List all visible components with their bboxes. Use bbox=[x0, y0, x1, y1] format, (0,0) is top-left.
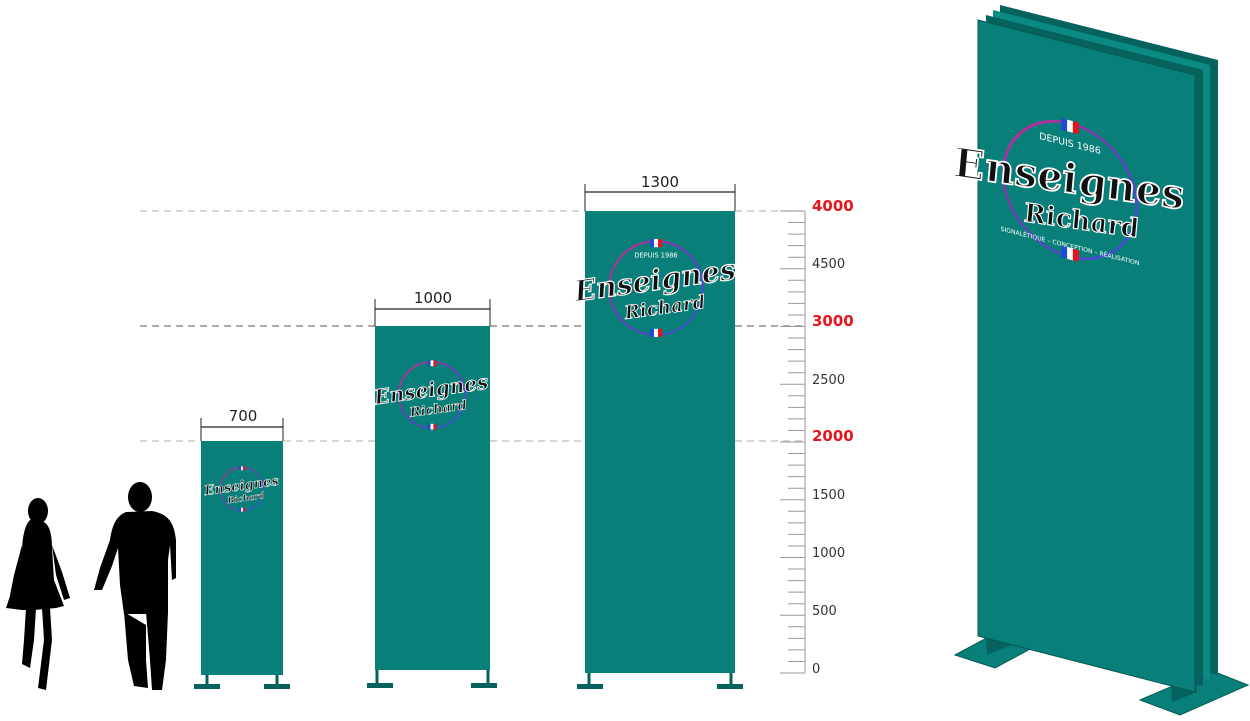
scale-label-3000: 3000 bbox=[812, 312, 854, 330]
man-silhouette bbox=[94, 482, 176, 690]
width-label-1000: 1000 bbox=[414, 289, 452, 307]
height-scale bbox=[780, 210, 806, 674]
totem-700: Enseignes Richard 700 bbox=[194, 407, 290, 689]
width-label-1300: 1300 bbox=[641, 173, 679, 191]
height-scale-labels: 4000 4500 3000 2500 2000 1500 1000 500 0 bbox=[812, 197, 854, 677]
totem-3d-view: DEPUIS 1986 Enseignes Richard SIGNALÉTIQ… bbox=[950, 5, 1250, 716]
svg-text:DEPUIS 1986: DEPUIS 1986 bbox=[634, 251, 677, 259]
woman-silhouette bbox=[6, 498, 70, 690]
totem-1300: DEPUIS 1986 Enseignes Richard 1300 bbox=[570, 173, 743, 689]
scale-label-0: 0 bbox=[812, 662, 820, 677]
scale-label-4000: 4000 bbox=[812, 197, 854, 215]
width-label-700: 700 bbox=[229, 407, 258, 425]
scale-label-4500: 4500 bbox=[812, 257, 845, 272]
scale-label-500: 500 bbox=[812, 604, 837, 619]
totem-1000: Enseignes Richard 1000 bbox=[367, 289, 497, 688]
scale-label-1000: 1000 bbox=[812, 546, 845, 561]
height-guide-lines bbox=[140, 210, 805, 442]
scale-label-1500: 1500 bbox=[812, 488, 845, 503]
scale-label-2000: 2000 bbox=[812, 427, 854, 445]
scale-label-2500: 2500 bbox=[812, 373, 845, 388]
